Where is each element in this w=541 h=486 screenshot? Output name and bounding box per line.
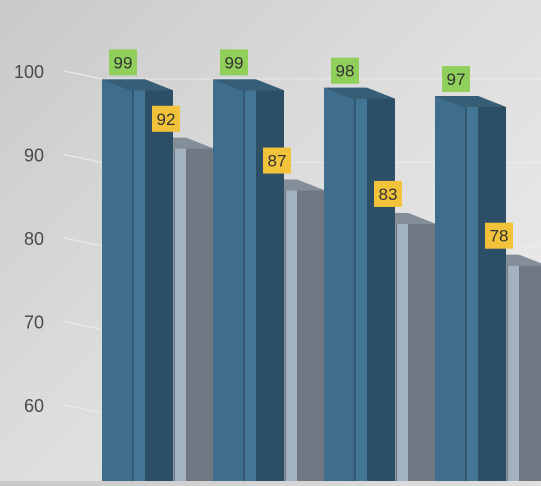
bar-series2-side [297,179,325,486]
bar-series2-highlight [285,179,297,486]
bar-series1-side [145,79,173,486]
bar-series1-top [324,87,395,99]
data-label-series2-bg [485,222,513,249]
data-label-series1: 99 [225,53,244,72]
data-label-series2: 92 [157,110,176,129]
data-label-series2: 83 [379,185,398,204]
data-label-series2: 87 [268,152,287,171]
bar-series1-highlight [243,79,256,486]
bar-series1-highlight [132,79,145,486]
y-tick-label: 90 [24,146,44,166]
bar-series2-highlight [396,212,408,486]
bar-series1-side [478,96,506,486]
data-label-series1-bg [331,57,359,84]
data-label-series2-bg [152,105,180,132]
y-tick-label: 80 [24,229,44,249]
bar-series2-side [519,254,541,486]
data-label-series1-bg [442,66,470,93]
bar-series1-side [256,79,284,486]
bar-series1-highlight [354,87,367,486]
bar-series2-highlight [174,137,186,486]
data-label-series2: 78 [490,227,509,246]
y-tick-label: 100 [14,62,44,82]
bar-series2-highlight [507,254,519,486]
data-label-series1: 99 [114,53,133,72]
y-tick-label: 60 [24,396,44,416]
bar-series1-top [435,96,506,108]
bar-series1-top [213,79,284,91]
data-label-series1: 98 [336,62,355,81]
data-label-series1-bg [220,49,248,76]
data-label-series1-bg [109,49,137,76]
gridline-left [63,237,103,247]
gridline-left [63,404,103,414]
data-label-series1: 97 [447,70,466,89]
bar-series2-side [408,212,436,486]
y-tick-label: 70 [24,313,44,333]
bar-series2-side [186,137,214,486]
gridline-left [63,153,103,164]
bar-series1-highlight [465,96,478,486]
data-label-series2-bg [263,147,291,174]
data-label-series2-bg [374,180,402,207]
gridline-left [63,70,103,80]
bar-series1-top [102,79,173,91]
bar-series1-side [367,87,395,486]
gridline-left [63,320,103,331]
